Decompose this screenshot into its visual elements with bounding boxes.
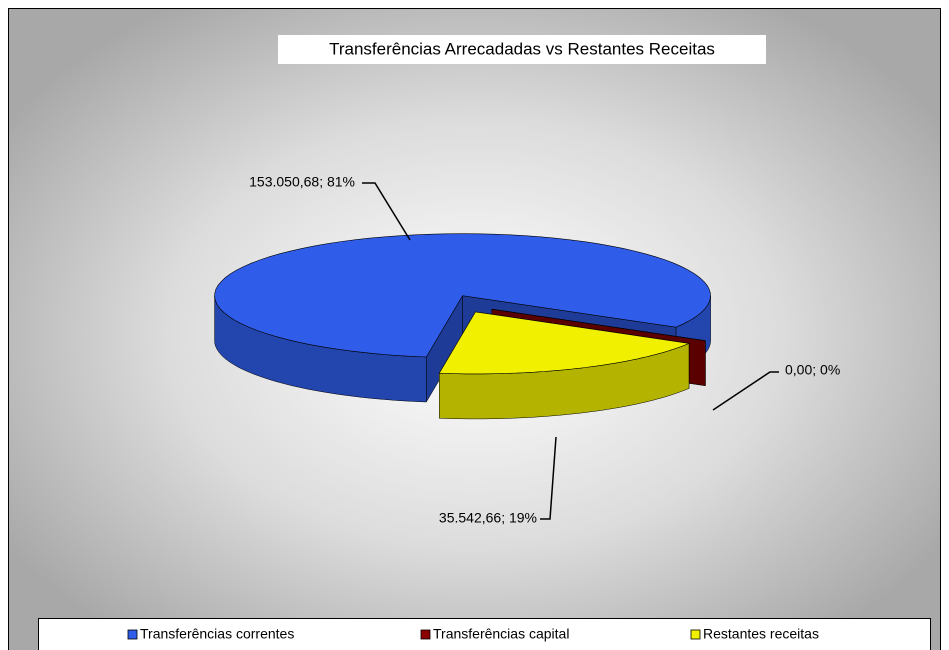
leader-line xyxy=(712,371,779,411)
pie xyxy=(214,233,711,420)
data-label: 0,00; 0% xyxy=(785,362,840,378)
legend-swatch xyxy=(127,629,138,640)
legend-swatch xyxy=(420,629,431,640)
legend-label: Transferências capital xyxy=(433,626,569,642)
slice-top xyxy=(491,308,706,341)
slice-top xyxy=(438,311,691,375)
chart-title: Transferências Arrecadadas vs Restantes … xyxy=(329,39,715,58)
slice-shade xyxy=(439,343,689,419)
legend-swatch xyxy=(690,629,701,640)
leader-line xyxy=(362,182,411,241)
slice-top xyxy=(214,233,711,358)
legend-label: Restantes receitas xyxy=(703,626,819,642)
legend-box xyxy=(38,618,931,650)
leader-line xyxy=(540,436,557,520)
slice-shade xyxy=(214,295,427,402)
legend-label: Transferências correntes xyxy=(140,626,294,642)
title-box xyxy=(278,35,766,64)
data-label: 35.542,66; 19% xyxy=(439,510,537,526)
slice-shade xyxy=(426,295,463,402)
data-label: 153.050,68; 81% xyxy=(249,174,355,190)
